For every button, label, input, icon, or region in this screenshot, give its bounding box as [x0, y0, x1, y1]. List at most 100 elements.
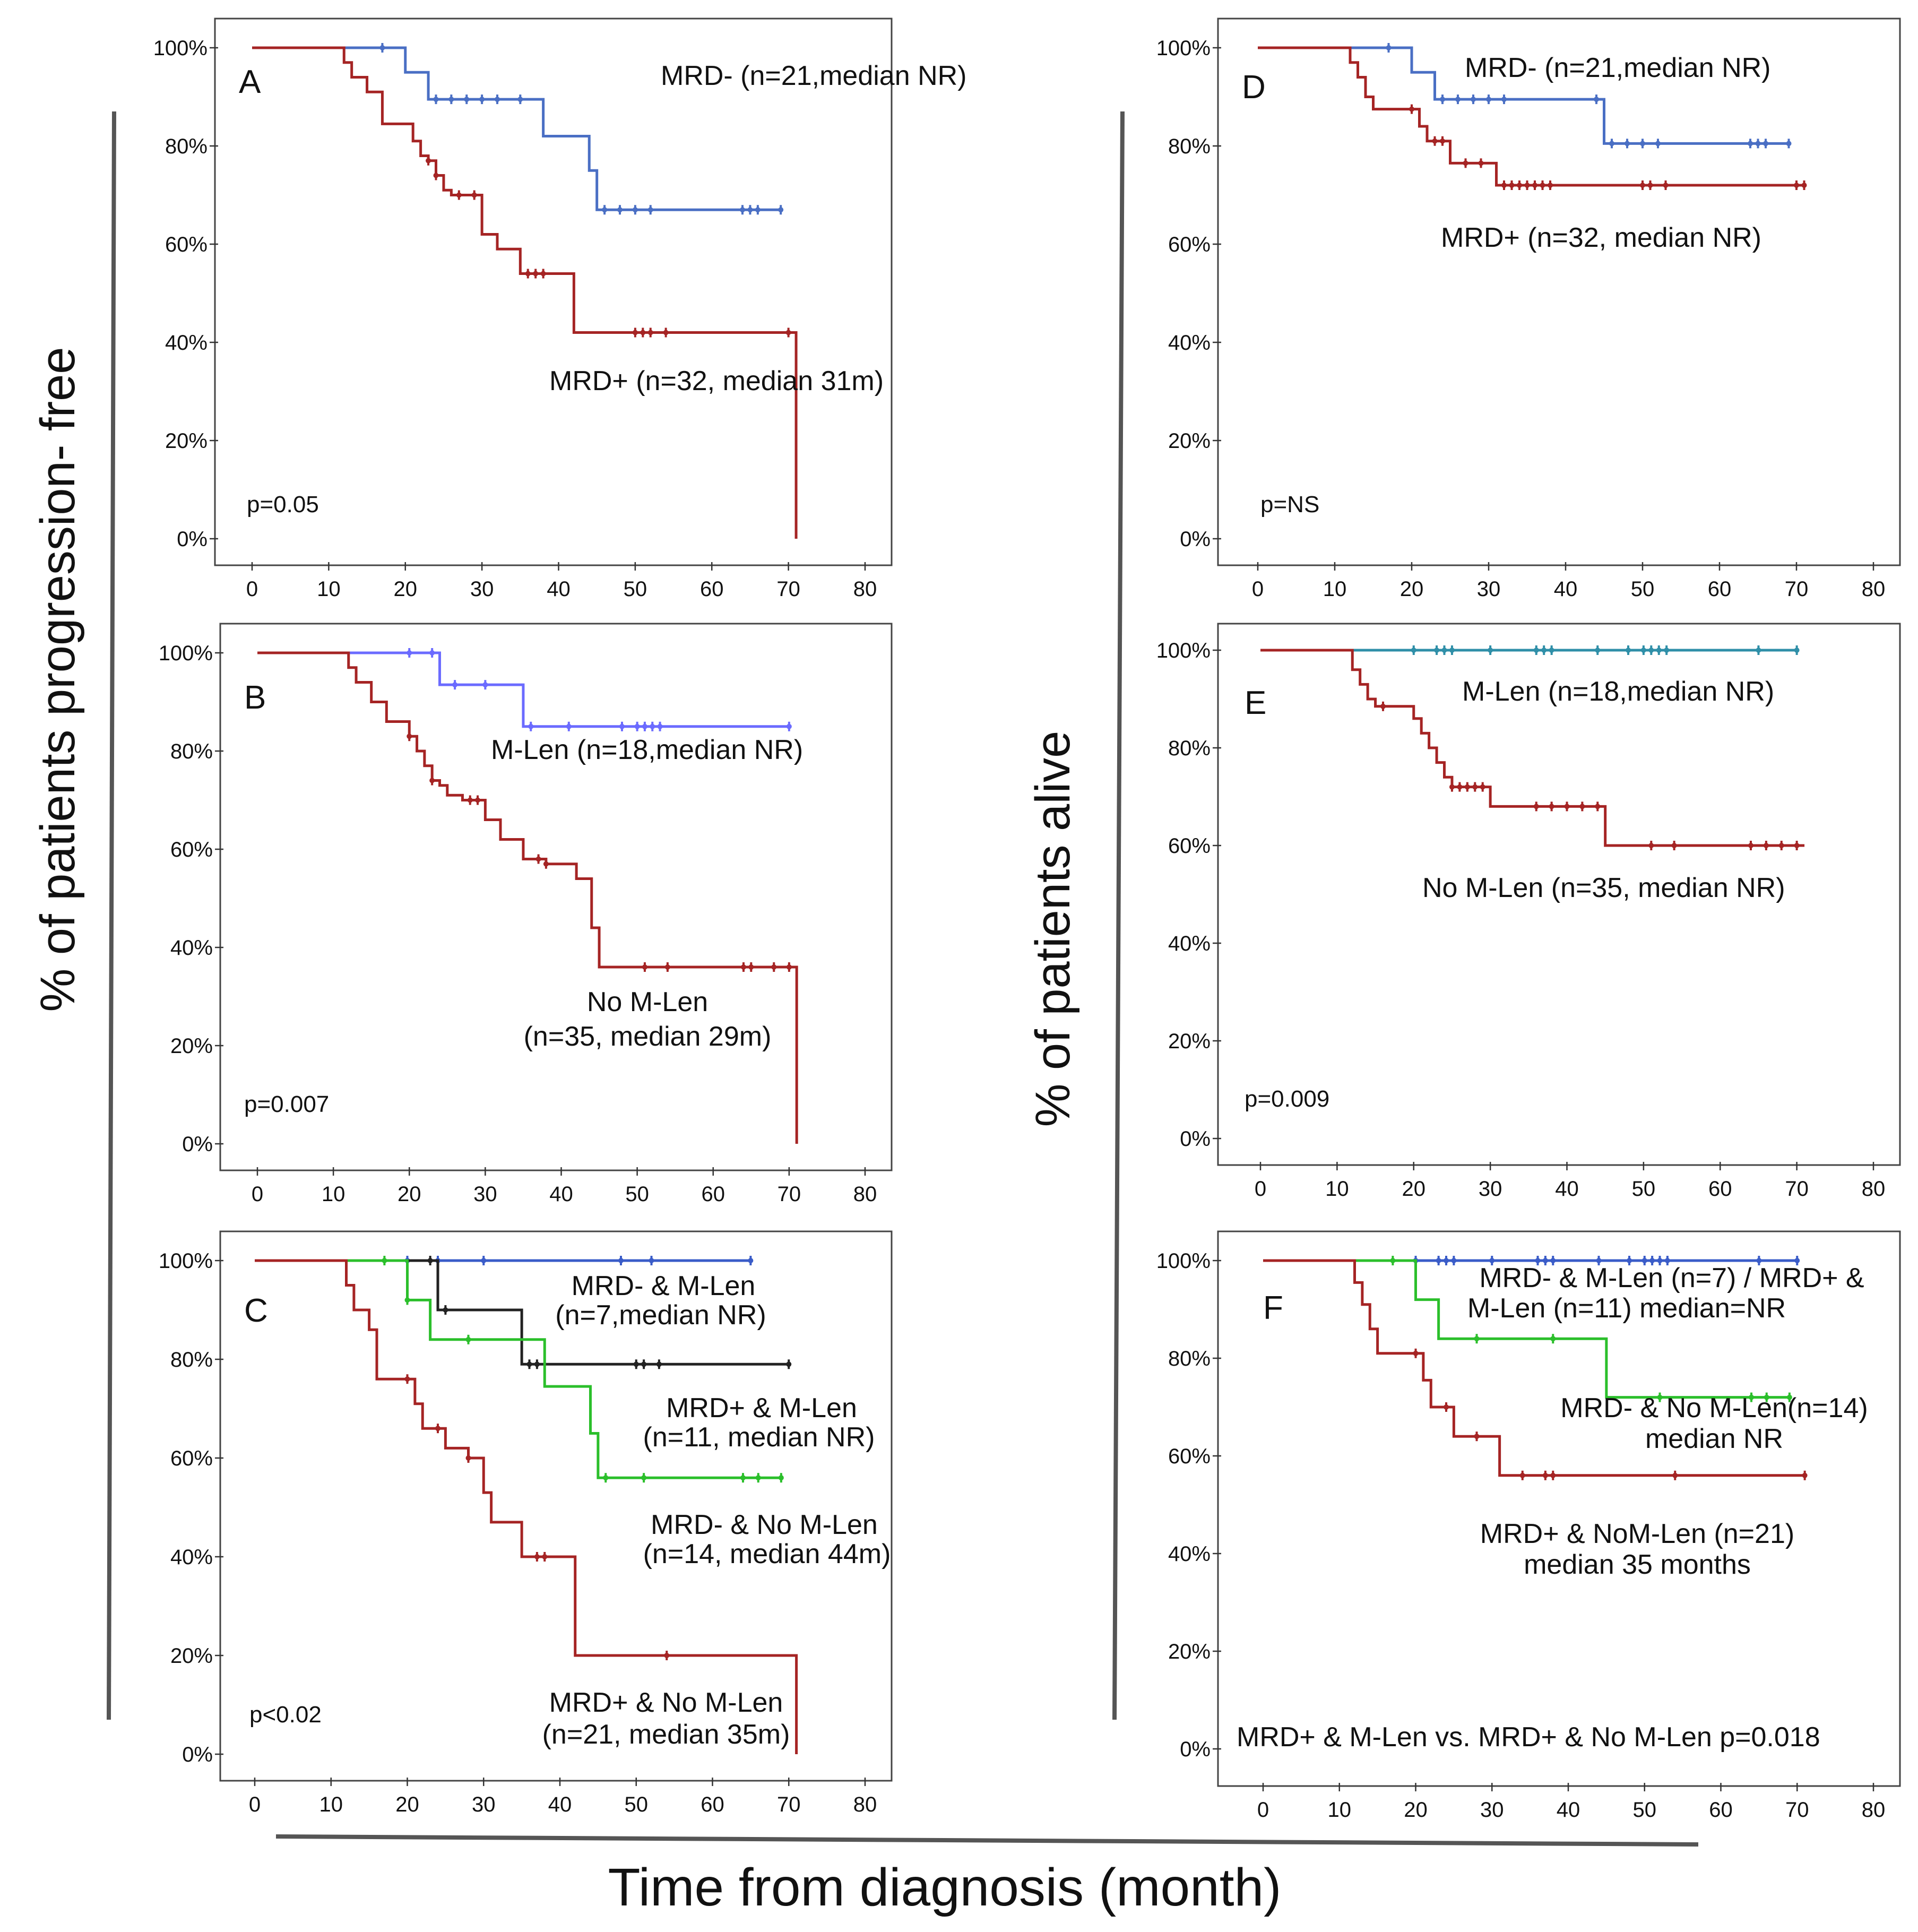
x-tick-label: 20 [395, 1793, 419, 1816]
y-tick-label: 0% [1180, 528, 1211, 551]
censor-dot [747, 207, 753, 213]
series-line-mrd-no-m-len [255, 1259, 781, 1479]
censor-dot [785, 330, 791, 335]
y-tick-label: 80% [1168, 737, 1211, 760]
panel-e-frame [1217, 623, 1901, 1166]
series-annotation: MRD- & No M-Len(n=14) [1560, 1393, 1868, 1424]
y-tick-label: 80% [170, 740, 213, 763]
x-tick-label: 70 [1785, 1177, 1809, 1201]
x-tick-label: 70 [1785, 1798, 1809, 1822]
censor-dot [1802, 1472, 1808, 1478]
censor-dot [1455, 97, 1461, 102]
censor-dot [407, 734, 412, 739]
censor-dot [1609, 141, 1614, 146]
x-tick-label: 80 [1862, 1798, 1886, 1822]
x-tick-label: 60 [1708, 1177, 1732, 1201]
censor-dot [1550, 1336, 1556, 1342]
panel-b-letter: B [244, 679, 266, 716]
y-tick-label: 100% [1156, 1249, 1211, 1273]
x-tick-label: 0 [1255, 1177, 1266, 1201]
panel-d-p-value: p=NS [1260, 491, 1319, 518]
y-tick-label: 20% [1168, 429, 1211, 453]
censor-dot [633, 1361, 639, 1367]
x-tick-label: 10 [319, 1793, 343, 1816]
x-tick-label: 70 [776, 577, 800, 601]
censor-dot [1440, 97, 1445, 102]
censor-dot [1440, 138, 1445, 144]
censor-dot [1501, 97, 1507, 102]
censor-dot [1413, 1350, 1419, 1356]
series-line-mrd-no-m-len [1263, 1259, 1790, 1399]
y-tick-label: 100% [1156, 37, 1211, 60]
censor-dot [1464, 784, 1470, 790]
x-tick-label: 0 [1257, 1798, 1269, 1822]
censor-dot [755, 207, 761, 213]
censor-dot [657, 723, 663, 729]
censor-dot [452, 682, 458, 688]
censor-dot [632, 207, 638, 213]
censor-dot [407, 650, 412, 656]
x-tick-label: 10 [317, 577, 341, 601]
censor-dot [1451, 1258, 1457, 1263]
series-annotation: MRD+ & M-Len [666, 1393, 857, 1424]
censor-dot [1444, 1258, 1449, 1263]
censor-dot [771, 964, 777, 970]
censor-dot [1595, 804, 1601, 809]
y-tick-label: 100% [159, 642, 213, 665]
panel-c-chart: 0% 20% 40% 60% 80% 100% 0 10 20 30 40 50 60 70 80 Cp<0.… [159, 1230, 893, 1816]
censor-dot [1786, 1394, 1792, 1400]
censor-dot [1641, 1258, 1647, 1263]
x-tick-label: 20 [394, 577, 418, 601]
series-annotation: MRD+ (n=32, median NR) [1441, 222, 1761, 253]
censor-dot [427, 1258, 433, 1263]
censor-dot [1755, 141, 1761, 146]
censor-dot [456, 192, 462, 198]
x-tick-label: 60 [700, 577, 724, 601]
series-annotation: MRD+ (n=32, median 31m) [549, 366, 884, 396]
panel-e-chart: 0% 20% 40% 60% 80% 100% 0 10 20 30 40 50 60 70 80 Ep=0.… [1156, 623, 1901, 1201]
censor-dot [1449, 784, 1455, 790]
censor-dot [641, 1361, 647, 1367]
x-tick-label: 20 [398, 1183, 421, 1206]
panel-c-p-value: p<0.02 [249, 1702, 322, 1728]
panel-b-chart: 0% 20% 40% 60% 80% 100% 0 10 20 30 40 50 60 70 80 Bp=0.… [159, 623, 893, 1206]
censor-dot [603, 1475, 609, 1481]
censor-dot [533, 271, 539, 277]
censor-dot [534, 1361, 540, 1367]
censor-dot [1596, 1258, 1602, 1263]
censor-dot [404, 1297, 410, 1303]
censor-dot [640, 330, 646, 335]
censor-dot [1756, 648, 1761, 653]
x-tick-label: 20 [1400, 577, 1424, 601]
x-tick-label: 50 [1631, 577, 1655, 601]
censor-dot [379, 45, 385, 50]
censor-dot [1626, 648, 1631, 653]
censor-dot [1474, 1336, 1480, 1342]
x-tick-label: 0 [246, 577, 258, 601]
panel-c-letter: C [244, 1292, 268, 1329]
censor-dot [1480, 784, 1485, 790]
y-tick-label: 60% [165, 233, 208, 256]
panel-e-letter: E [1245, 685, 1266, 721]
x-tick-label: 0 [252, 1183, 263, 1206]
censor-dot [1640, 141, 1645, 146]
y-tick-label: 0% [1180, 1127, 1211, 1151]
censor-dot [1532, 183, 1537, 188]
censor-dot [1648, 648, 1654, 653]
censor-dot [467, 797, 473, 803]
censor-dot [404, 1376, 410, 1382]
censor-dot [1444, 1404, 1449, 1410]
censor-dot [495, 97, 500, 102]
right-y-axis-bar [1112, 111, 1125, 1720]
panel-f-frame [1217, 1230, 1901, 1787]
censor-dot [464, 97, 470, 102]
panel-f-chart: 0% 20% 40% 60% 80% 100% 0 10 20 30 40 50 60 70 80 F MRD+… [1156, 1230, 1901, 1822]
x-tick-label: 30 [1479, 1177, 1502, 1201]
censor-dot [1647, 183, 1653, 188]
censor-dot [755, 1475, 761, 1481]
censor-dot [1763, 141, 1768, 146]
censor-dot [1801, 183, 1807, 188]
censor-dot [1657, 1258, 1663, 1263]
series-line-mrd [252, 46, 781, 211]
